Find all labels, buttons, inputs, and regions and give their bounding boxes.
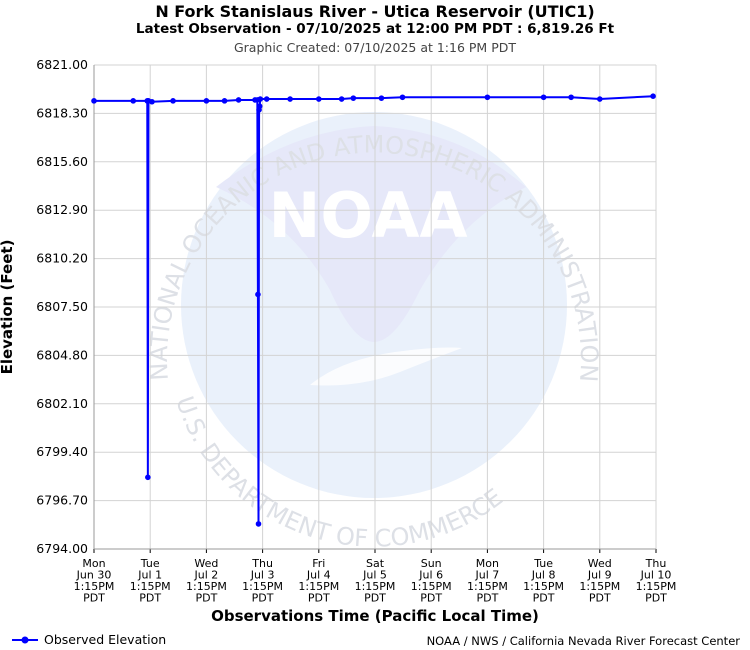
- x-tick-label: 1:15PM: [298, 580, 339, 593]
- data-point: [568, 94, 574, 101]
- legend: Observed Elevation: [12, 632, 166, 647]
- x-tick-label: Mon: [82, 557, 105, 570]
- data-point: [255, 521, 262, 527]
- x-tick-label: PDT: [645, 592, 667, 605]
- elevation-chart: NOAA NATIONAL OCEANIC AND ATMOSPHERIC AD…: [0, 57, 676, 625]
- y-tick-label: 6802.10: [36, 396, 88, 411]
- latest-observation: Latest Observation - 07/10/2025 at 12:00…: [135, 21, 615, 37]
- x-tick-label: Fri: [312, 557, 325, 570]
- x-axis-label: Observations Time (Pacific Local Time): [211, 607, 539, 625]
- x-tick-label: PDT: [476, 592, 498, 605]
- x-tick-label: PDT: [252, 592, 274, 605]
- data-point: [650, 93, 656, 99]
- x-tick-label: Tue: [533, 557, 553, 570]
- y-tick-label: 6794.00: [36, 541, 88, 556]
- x-tick-label: 1:15PM: [186, 580, 227, 593]
- x-tick-label: PDT: [83, 592, 105, 605]
- y-axis-label: Elevation (Feet): [0, 240, 16, 375]
- x-tick-label: Jul 4: [306, 569, 331, 582]
- chart-title: N Fork Stanislaus River - Utica Reservoi…: [155, 2, 595, 21]
- y-tick-label: 6804.80: [36, 347, 88, 362]
- x-tick-label: PDT: [195, 592, 217, 605]
- x-tick-label: Jul 8: [531, 569, 556, 582]
- y-tick-label: 6810.20: [36, 251, 88, 266]
- x-tick-label: PDT: [589, 592, 611, 605]
- data-point: [235, 97, 242, 103]
- x-tick-label: Tue: [140, 557, 160, 570]
- watermark-noaa-text: NOAA: [269, 179, 468, 252]
- data-point: [255, 291, 261, 298]
- x-tick-label: PDT: [533, 592, 555, 605]
- y-tick-label: 6807.50: [36, 299, 88, 314]
- x-tick-label: Jul 3: [250, 569, 275, 582]
- x-tick-label: Jul 10: [640, 569, 672, 582]
- y-tick-label: 6818.30: [36, 105, 88, 120]
- noaa-watermark-logo: NOAA NATIONAL OCEANIC AND ATMOSPHERIC AD…: [145, 112, 603, 553]
- legend-swatch: [12, 636, 38, 643]
- data-point: [170, 98, 176, 104]
- data-point: [597, 96, 603, 102]
- x-tick-label: Jul 6: [418, 569, 443, 582]
- x-tick-label: 1:15PM: [579, 580, 620, 593]
- data-point: [221, 98, 228, 104]
- data-point: [263, 96, 270, 102]
- x-tick-label: 1:15PM: [74, 580, 115, 593]
- watermark-wave: [310, 347, 462, 386]
- data-point: [484, 94, 491, 101]
- x-tick-label: Jul 5: [362, 569, 387, 582]
- x-tick-label: Jun 30: [76, 569, 112, 582]
- x-tick-label: 1:15PM: [523, 580, 564, 593]
- data-point: [130, 98, 137, 104]
- y-tick-label: 6815.60: [36, 154, 88, 169]
- x-tick-label: Jul 1: [137, 569, 162, 582]
- y-tick-label: 6799.40: [36, 444, 88, 459]
- data-point: [145, 474, 151, 481]
- x-tick-label: 1:15PM: [411, 580, 452, 593]
- legend-label: Observed Elevation: [44, 632, 167, 647]
- x-tick-label: Jul 7: [475, 569, 500, 582]
- x-tick-label: PDT: [139, 592, 161, 605]
- data-point: [256, 103, 263, 110]
- data-point: [91, 98, 97, 104]
- x-tick-label: Mon: [476, 557, 499, 570]
- x-tick-label: PDT: [420, 592, 442, 605]
- data-point: [316, 96, 322, 102]
- x-tick-label: Sun: [421, 557, 442, 570]
- x-tick-label: Thu: [251, 557, 273, 570]
- x-tick-label: 1:15PM: [467, 580, 508, 593]
- x-tick-label: 1:15PM: [355, 580, 396, 593]
- data-point: [399, 94, 406, 101]
- data-point: [350, 95, 357, 101]
- data-point: [149, 98, 155, 105]
- y-tick-label: 6796.70: [36, 493, 88, 508]
- data-point: [287, 96, 293, 102]
- y-tick-label: 6821.00: [36, 57, 88, 72]
- series-observed-elevation: [91, 93, 656, 527]
- x-tick-label: Thu: [645, 557, 667, 570]
- x-tick-label: PDT: [364, 592, 386, 605]
- chart-grid: [93, 64, 657, 550]
- y-tick-label: 6812.90: [36, 202, 88, 217]
- x-tick-label: Wed: [194, 557, 218, 570]
- x-tick-label: 1:15PM: [130, 580, 171, 593]
- data-point: [338, 96, 345, 102]
- data-point: [378, 95, 385, 101]
- data-point: [540, 94, 547, 101]
- credit-text: NOAA / NWS / California Nevada River For…: [426, 634, 740, 648]
- chart-axes: 6821.00 6818.30 6815.60 6812.90 6810.20 6807.…: [36, 57, 676, 605]
- data-point: [203, 98, 210, 104]
- graphic-created: Graphic Created: 07/10/2025 at 1:16 PM P…: [233, 40, 516, 55]
- x-tick-label: 1:15PM: [242, 580, 283, 593]
- x-tick-label: Wed: [588, 557, 612, 570]
- x-tick-label: 1:15PM: [636, 580, 677, 593]
- watermark-gull: [216, 126, 526, 342]
- x-tick-label: Sat: [366, 557, 385, 570]
- data-point: [257, 96, 264, 102]
- x-tick-label: PDT: [308, 592, 330, 605]
- x-tick-label: Jul 2: [194, 569, 219, 582]
- x-tick-label: Jul 9: [587, 569, 612, 582]
